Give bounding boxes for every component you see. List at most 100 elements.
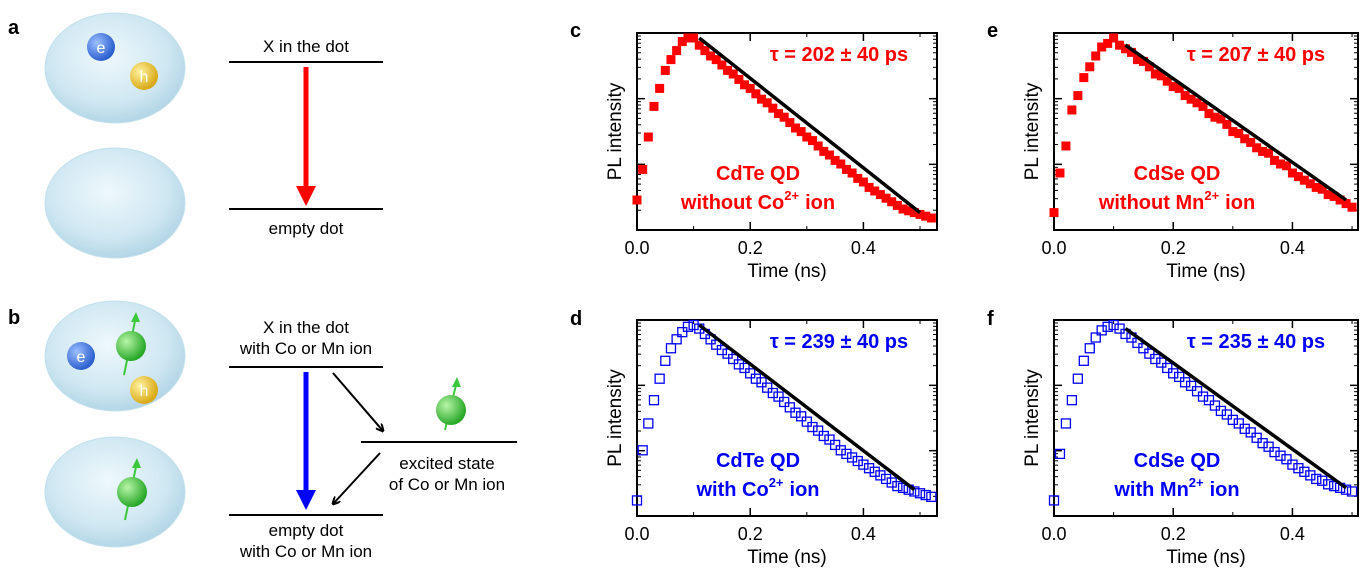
data-point	[1258, 146, 1268, 156]
data-point	[841, 448, 852, 460]
ion-excited-label-line2: of Co or Mn ion	[389, 475, 505, 494]
data-point	[1138, 56, 1148, 66]
x-tick-label: 0.4	[851, 524, 876, 544]
panel-label-a: a	[8, 17, 20, 39]
data-point	[637, 445, 648, 456]
fit-line	[698, 323, 916, 492]
data-point	[723, 65, 733, 75]
data-point	[1168, 368, 1179, 379]
data-point	[1287, 459, 1298, 470]
data-point	[1197, 391, 1209, 402]
data-point	[762, 98, 772, 108]
data-point	[665, 343, 677, 354]
schematic-a: a e h X in the dot empty dot	[8, 12, 383, 259]
data-point	[1341, 199, 1351, 209]
data-point	[773, 391, 784, 402]
plot-frame	[636, 319, 938, 517]
data-point	[728, 353, 739, 365]
data-point	[1186, 94, 1196, 104]
data-point	[1329, 480, 1340, 492]
upper-level-label: X in the dot	[263, 37, 349, 56]
data-point	[1102, 321, 1113, 332]
data-point	[1264, 148, 1274, 158]
data-point	[824, 434, 835, 445]
data-point	[869, 466, 880, 477]
data-point	[677, 37, 687, 47]
data-point	[1233, 418, 1244, 429]
x-tick-label: 0.2	[738, 238, 763, 258]
electron-icon: e	[87, 33, 115, 61]
data-point	[762, 382, 773, 393]
data-point	[1132, 55, 1142, 65]
fit-line	[1124, 327, 1348, 490]
electron-icon: e	[67, 342, 95, 370]
x-axis-title: Time (ns)	[1166, 547, 1246, 568]
svg-text:h: h	[140, 69, 149, 86]
data-point	[1156, 71, 1166, 81]
data-point	[1126, 47, 1136, 57]
svg-text:e: e	[97, 40, 106, 57]
data-point	[909, 208, 919, 218]
data-point	[875, 190, 885, 200]
data-point	[1073, 91, 1083, 101]
data-point	[1185, 380, 1197, 392]
data-point	[683, 33, 693, 43]
data-point	[649, 101, 659, 111]
data-point	[807, 421, 818, 433]
data-point	[1162, 76, 1172, 86]
sample-label-text: without Co	[680, 192, 784, 214]
x-tick-label: 0.2	[1161, 524, 1186, 544]
sample-label-line1: CdTe QD	[716, 163, 800, 185]
ion-excited-label-line1: excited state	[399, 454, 494, 473]
data-point	[767, 387, 778, 399]
data-point	[785, 118, 795, 128]
data-point	[1191, 386, 1203, 397]
data-point	[643, 132, 653, 142]
plot-frame	[1053, 319, 1359, 517]
data-point	[841, 164, 851, 174]
data-point	[1305, 470, 1316, 481]
data-point	[897, 482, 909, 494]
x-tick-label: 0.4	[851, 238, 876, 258]
data-point	[700, 46, 710, 56]
sample-label-line1: CdSe QD	[1134, 163, 1221, 185]
data-point	[790, 407, 801, 418]
data-point	[1084, 343, 1095, 354]
lifetime-annotation: τ = 202 ± 40 ps	[770, 44, 908, 66]
data-point	[689, 33, 699, 43]
data-point	[677, 327, 688, 338]
data-point	[1299, 175, 1309, 185]
data-point	[1066, 395, 1078, 406]
data-point	[898, 204, 908, 214]
sample-label-line2: with Co2+ ion	[695, 475, 819, 501]
data-point	[807, 136, 817, 146]
data-point	[1079, 73, 1089, 83]
hole-icon: h	[130, 376, 158, 404]
x-tick-label: 0.4	[1280, 524, 1305, 544]
data-point	[671, 334, 682, 345]
svg-text:h: h	[140, 383, 149, 400]
data-point	[926, 491, 937, 502]
svg-text:e: e	[77, 349, 86, 366]
data-point	[835, 445, 846, 456]
data-point	[914, 488, 926, 499]
panel-label-b: b	[8, 307, 20, 329]
data-point	[813, 141, 823, 151]
chart-e: e 0.0 0.2 0.4 Time (ns) PL intensity τ = 207 …	[987, 20, 1359, 282]
data-point	[722, 348, 733, 359]
sample-label-text: without Mn	[1098, 192, 1205, 214]
data-point	[638, 164, 648, 174]
data-point	[870, 186, 880, 196]
data-point	[1287, 168, 1297, 178]
x-tick-label: 0.0	[624, 524, 649, 544]
x-tick-label: 0.0	[1041, 524, 1066, 544]
data-point	[926, 213, 936, 223]
magnetic-ion-icon	[116, 312, 146, 376]
data-point	[836, 159, 846, 169]
data-point	[819, 146, 829, 156]
lower-level-label: empty dot	[269, 219, 344, 238]
sample-label-ion: ion	[1225, 192, 1255, 214]
data-point	[1299, 466, 1310, 477]
data-point	[1061, 141, 1071, 151]
data-point	[1221, 409, 1233, 420]
